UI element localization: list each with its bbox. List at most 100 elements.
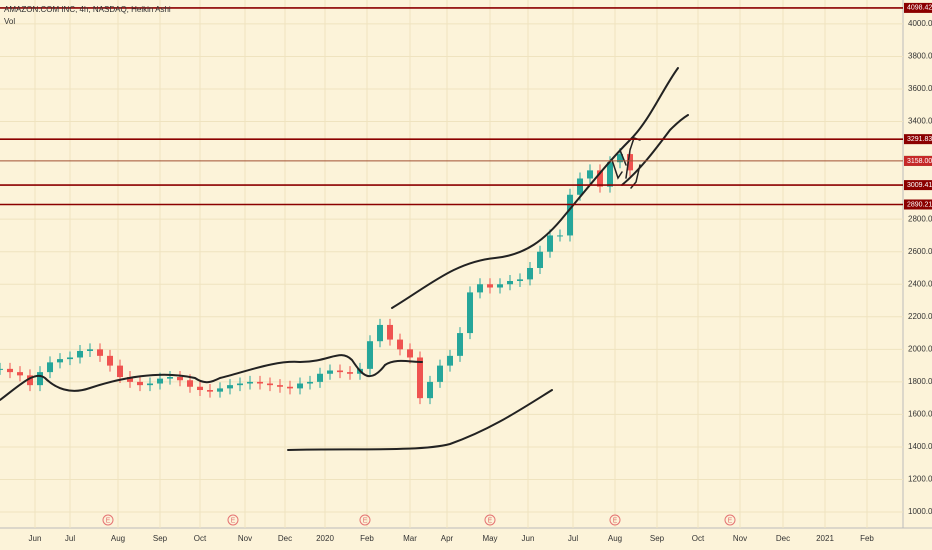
candle: [507, 281, 513, 285]
candle: [627, 154, 633, 171]
candle: [187, 380, 193, 387]
candle: [57, 359, 63, 363]
candle: [107, 355, 113, 366]
candle: [297, 383, 303, 389]
y-tick-label: 1600.00: [908, 410, 932, 419]
channel-lower: [287, 389, 553, 451]
candle: [237, 383, 243, 386]
earnings-marker: [724, 514, 736, 526]
candle: [527, 267, 533, 280]
earnings-marker: [227, 514, 239, 526]
x-tick-label: Dec: [776, 534, 790, 543]
x-tick-label: Jul: [65, 534, 75, 543]
scribble: [611, 137, 641, 189]
channel-upper: [391, 67, 679, 309]
x-tick-label: Apr: [441, 534, 454, 543]
chart-title: AMAZON.COM INC, 4h, NASDAQ, Heikin Ashi: [4, 5, 171, 14]
candle: [157, 378, 163, 384]
candle: [347, 372, 353, 374]
candle: [167, 377, 173, 379]
candle: [437, 365, 443, 382]
y-tick-label: 2400.00: [908, 279, 932, 288]
earnings-label: E: [106, 517, 111, 524]
candle: [97, 349, 103, 356]
y-tick-label: 3600.00: [908, 84, 932, 93]
x-tick-label: Oct: [692, 534, 705, 543]
candle: [197, 386, 203, 391]
x-tick-label: Nov: [733, 534, 747, 543]
indicator-label: Vol: [4, 17, 15, 26]
candle: [377, 324, 383, 342]
candle: [457, 333, 463, 356]
x-tick-label: Jun: [522, 534, 535, 543]
x-tick-label: Oct: [194, 534, 207, 543]
x-tick-label: May: [482, 534, 497, 543]
earnings-label: E: [231, 517, 236, 524]
y-tick-label: 1200.00: [908, 475, 932, 484]
earnings-marker: [102, 514, 114, 526]
price-tag-label: 4098.42: [907, 5, 932, 12]
x-tick-label: Dec: [278, 534, 292, 543]
candle: [47, 362, 53, 373]
candle: [0, 368, 3, 370]
candle: [367, 341, 373, 369]
y-tick-label: 2000.00: [908, 344, 932, 353]
candle: [27, 375, 33, 386]
x-tick-label: 2020: [316, 534, 334, 543]
levels: 4098.423291.833158.203158.003009.412890.…: [0, 2, 932, 210]
candle: [217, 388, 223, 392]
earnings-marker: [359, 514, 371, 526]
earnings-label: E: [613, 517, 618, 524]
candle: [397, 339, 403, 350]
y-tick-label: 1000.00: [908, 507, 932, 516]
price-tag: [904, 2, 932, 13]
candle: [147, 383, 153, 386]
x-tick-label: Sep: [153, 534, 168, 543]
x-tick-label: Feb: [360, 534, 374, 543]
earnings-marker: [484, 514, 496, 526]
candle: [587, 170, 593, 179]
x-tick-label: Jul: [568, 534, 578, 543]
price-tag-label: 3009.41: [907, 182, 932, 189]
candle: [617, 154, 623, 163]
y-tick-label: 3400.00: [908, 117, 932, 126]
candle: [67, 357, 73, 360]
candle: [427, 381, 433, 399]
candle: [127, 377, 133, 382]
candle: [447, 355, 453, 366]
candle: [497, 284, 503, 288]
candle: [7, 368, 13, 373]
x-tick-label: Feb: [860, 534, 874, 543]
price-tag: [904, 134, 932, 145]
candle: [137, 381, 143, 386]
candle: [117, 365, 123, 378]
y-tick-label: 2600.00: [908, 247, 932, 256]
candle: [537, 251, 543, 268]
candle: [467, 292, 473, 334]
earnings-label: E: [728, 517, 733, 524]
price-tag-label: 2890.21: [907, 201, 932, 208]
price-tag: [904, 199, 932, 210]
candle: [317, 373, 323, 382]
x-tick-label: Mar: [403, 534, 417, 543]
candle: [607, 162, 613, 187]
candle: [307, 381, 313, 384]
candle: [337, 370, 343, 373]
candle: [407, 349, 413, 358]
candle: [327, 370, 333, 374]
grid: [0, 0, 903, 528]
candle: [277, 385, 283, 387]
candle: [17, 372, 23, 376]
earnings-marker: [609, 514, 621, 526]
candle: [207, 390, 213, 392]
candle: [227, 385, 233, 389]
candle: [387, 324, 393, 340]
trend-curve: [0, 354, 423, 401]
candle: [557, 235, 563, 237]
price-tag: [904, 180, 932, 191]
candle: [267, 383, 273, 386]
candle: [37, 372, 43, 386]
candle: [597, 170, 603, 187]
y-tick-label: 4000.00: [908, 19, 932, 28]
